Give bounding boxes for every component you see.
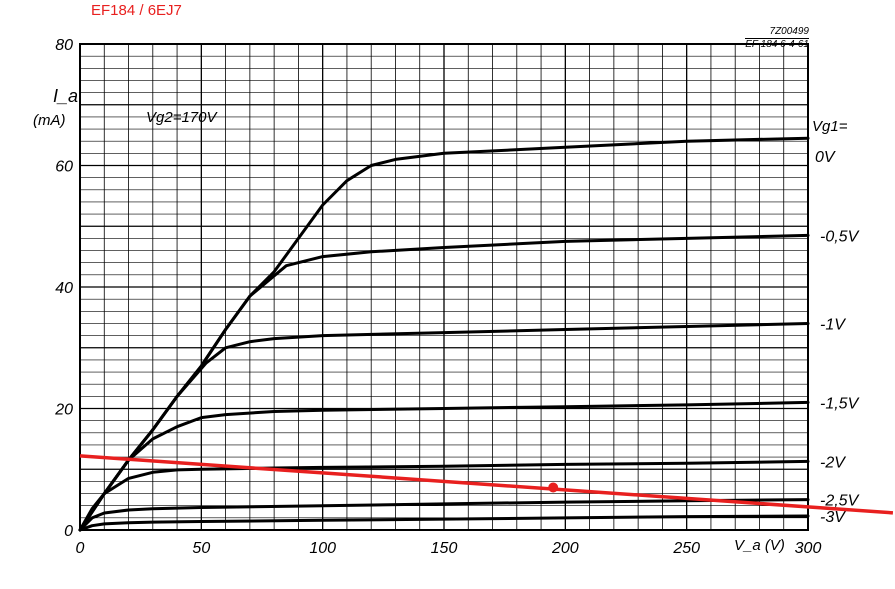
curve-line: [78, 459, 810, 532]
y-tick-label: 60: [55, 159, 73, 176]
plot-axes: [79, 43, 809, 531]
x-tick-label: 300: [795, 540, 822, 557]
y-tick-label: 40: [55, 280, 73, 297]
curve-label: -1V: [820, 316, 846, 333]
drawing-code: 7Z00499: [769, 26, 809, 37]
load-line-group: [79, 454, 894, 515]
x-tick-label: 50: [192, 540, 210, 557]
x-tick-label: 200: [551, 540, 579, 557]
legend-header: Vg1=: [812, 118, 848, 135]
curve-label: -2,5V: [820, 493, 860, 510]
curve-label: -2V: [820, 454, 846, 471]
plot-frame: [79, 43, 809, 531]
curve-label: -1,5V: [820, 395, 860, 412]
screen-voltage-annotation: Vg2=170V: [146, 109, 218, 126]
anode-curves: [78, 136, 810, 532]
chart-title: EF184 / 6EJ7: [91, 2, 182, 19]
load-line: [79, 454, 894, 515]
y-tick-label: 0: [64, 523, 73, 540]
tick-labels: 0 50 100 150 200 250 300 0 20 40 60 80: [54, 37, 821, 557]
x-tick-label: 0: [76, 540, 85, 557]
curve-label: -3V: [820, 509, 846, 526]
curve-line: [78, 514, 810, 532]
y-axis-unit: (mA): [33, 112, 66, 129]
y-tick-label: 80: [55, 37, 73, 54]
x-tick-label: 100: [309, 540, 336, 557]
operating-point: [548, 482, 559, 493]
x-tick-label: 150: [431, 540, 458, 557]
curve-line: [78, 498, 810, 532]
y-tick-label: 20: [54, 402, 73, 419]
x-axis-label: V_a (V): [734, 537, 785, 554]
curve-label: 0V: [815, 149, 836, 166]
x-tick-label: 250: [672, 540, 700, 557]
curve-labels: 0V -0,5V -1V -1,5V -2V -2,5V-3V: [815, 149, 860, 526]
curve-label: -0,5V: [820, 228, 860, 245]
y-axis-label: I_a: [53, 86, 78, 106]
